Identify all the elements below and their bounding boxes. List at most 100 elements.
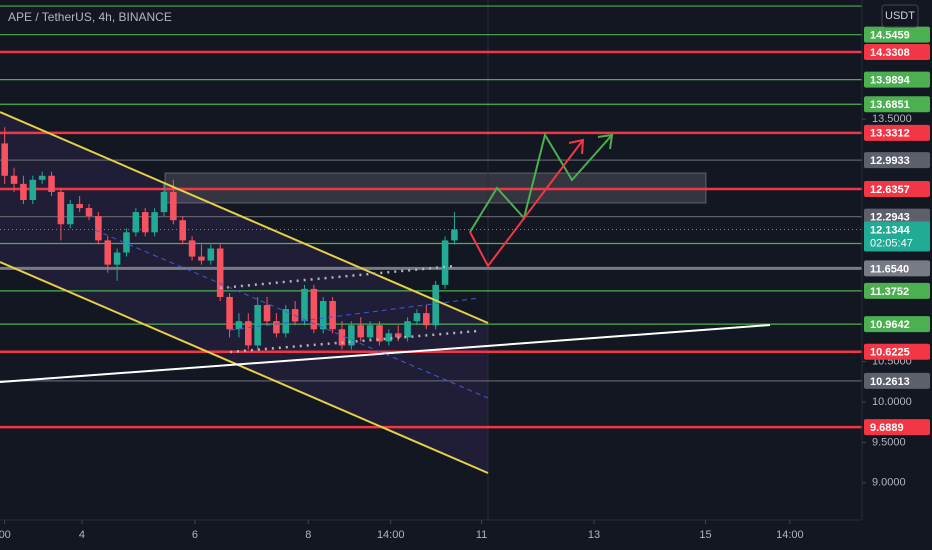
candle-body (245, 321, 252, 346)
level-label: 12.6357 (870, 184, 910, 196)
candle-body (20, 183, 27, 200)
candle-body (348, 325, 355, 346)
candle-body (207, 248, 215, 261)
candle-body (273, 321, 280, 334)
candle-body (338, 329, 346, 346)
x-tick-label: 4 (79, 529, 85, 541)
last-price-badge (864, 221, 930, 252)
candle-body (226, 296, 233, 330)
candle-body (310, 288, 318, 330)
candle-body (329, 301, 336, 330)
candle-body (394, 333, 402, 338)
candle-body (254, 305, 261, 346)
level-badge (864, 419, 930, 436)
candle-body (141, 212, 149, 233)
candle-body (76, 204, 83, 209)
projection-arrow (469, 139, 584, 268)
projection-arrow (469, 132, 613, 233)
candle-body (432, 284, 439, 326)
candle-body (441, 240, 449, 285)
candle-body (113, 252, 121, 265)
level-badge (864, 71, 930, 88)
chart-title: APE / TetherUS, 4h, BINANCE (8, 10, 172, 24)
level-badge (864, 282, 930, 299)
x-tick-label: 14:00 (377, 529, 405, 541)
dotted-line (219, 264, 456, 290)
level-badge (864, 260, 930, 277)
candle-body (95, 216, 102, 241)
candle-body (179, 220, 186, 241)
y-tick-label: 10.0000 (872, 396, 912, 408)
candle-body (10, 175, 18, 184)
last-price-label: 12.1344 (870, 224, 911, 236)
channel-fill (0, 112, 488, 473)
level-label: 9.6889 (870, 422, 904, 434)
candle-body (423, 313, 430, 326)
level-badge (864, 372, 930, 389)
candle-body (123, 232, 130, 253)
level-label: 13.6851 (870, 99, 910, 111)
candle-body (57, 191, 65, 225)
candle-body (263, 305, 271, 322)
level-label: 11.3752 (870, 286, 909, 298)
arrow-head (597, 133, 614, 150)
candle-body (48, 175, 55, 192)
candle-body (188, 240, 196, 257)
level-badge (864, 44, 930, 61)
candle-body (29, 179, 37, 200)
candle-body (160, 191, 168, 213)
candle-body (216, 248, 224, 297)
trendline (0, 111, 489, 324)
candle-body (413, 313, 421, 322)
x-tick-label: 11 (476, 529, 487, 541)
y-tick-label: 13.5000 (872, 113, 912, 125)
x-tick-label: 6 (192, 529, 198, 541)
level-label: 14.3308 (870, 47, 910, 59)
candle-body (1, 143, 8, 176)
x-tick-label: 13 (588, 529, 600, 541)
currency: USDT (885, 10, 915, 22)
level-label: 12.9933 (870, 155, 910, 167)
level-label: 11.6540 (870, 263, 909, 275)
x-tick-label: 00 (0, 529, 11, 541)
arrow-head (568, 138, 585, 155)
level-label: 10.6225 (870, 347, 910, 359)
level-badge (864, 26, 930, 43)
drawings (0, 111, 771, 474)
candle-body (132, 212, 140, 233)
level-badge (864, 208, 930, 225)
level-label: 10.2613 (870, 376, 910, 388)
level-label: 10.9642 (870, 319, 910, 331)
level-label: 13.3312 (870, 128, 910, 140)
level-label: 14.5459 (870, 30, 910, 42)
trendline (0, 261, 489, 474)
candle-body (376, 325, 383, 342)
candle-body (235, 321, 243, 330)
level-badge (864, 343, 930, 360)
candle-body (319, 301, 327, 330)
level-label: 12.2943 (870, 212, 910, 224)
candle-body (451, 229, 458, 241)
candle-body (404, 321, 411, 338)
candle-body (282, 309, 290, 334)
level-badge (864, 96, 930, 113)
candle-body (151, 212, 158, 233)
x-tick-label: 8 (305, 529, 311, 541)
candle-body (301, 288, 308, 322)
candle-body (366, 325, 374, 338)
y-tick-label: 9.0000 (872, 477, 906, 489)
candle-body (357, 325, 365, 338)
x-tick-label: 14:00 (776, 529, 804, 541)
level-badge (864, 316, 930, 333)
y-tick-label: 9.5000 (872, 436, 906, 448)
level-badge (864, 124, 930, 141)
candle-body (66, 204, 74, 225)
x-tick-label: 15 (699, 529, 711, 541)
dashed-line (229, 297, 481, 331)
candle-body (385, 333, 393, 342)
candle-body (170, 191, 177, 221)
